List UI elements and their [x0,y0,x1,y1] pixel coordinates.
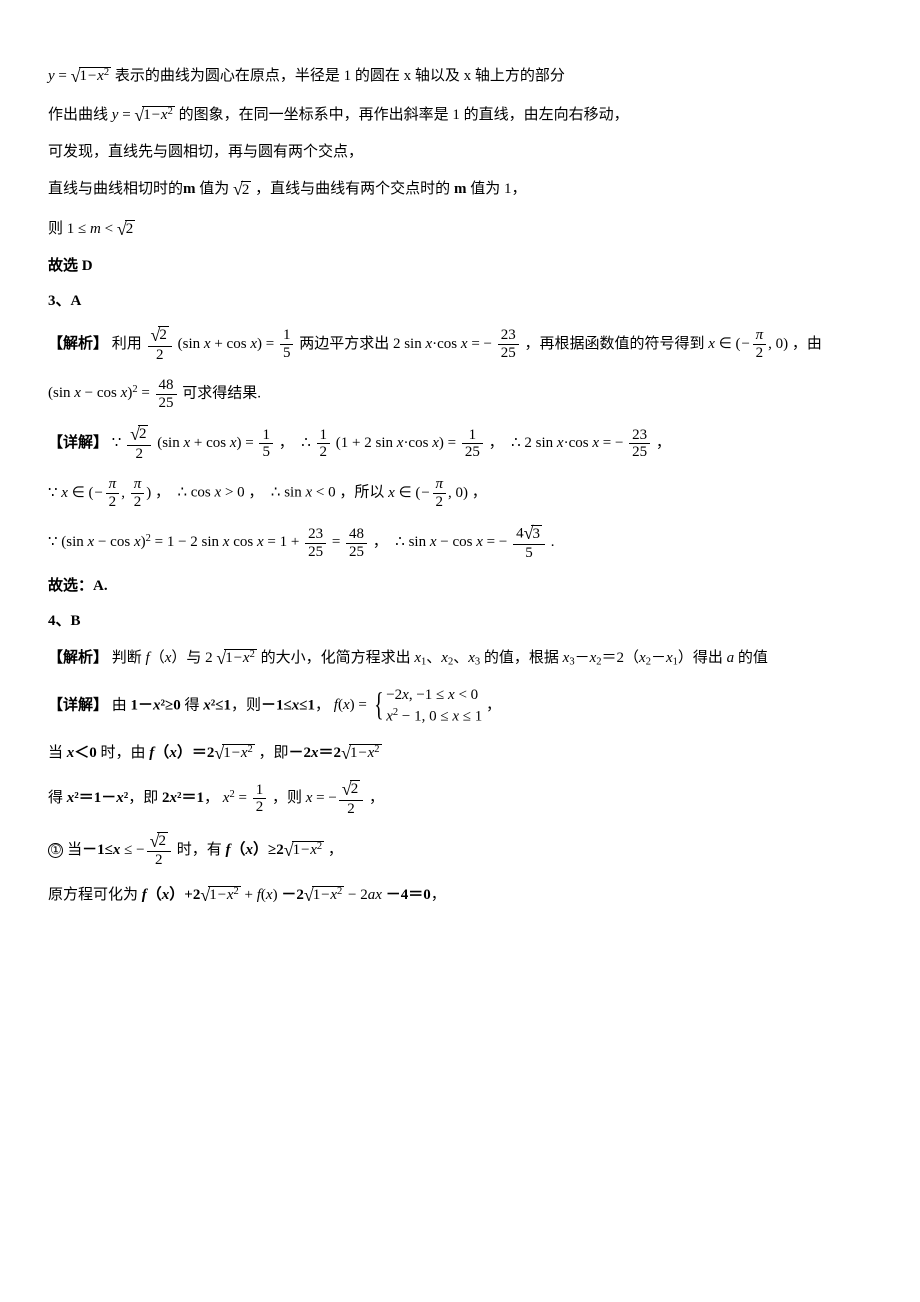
text: 故选 D [48,258,93,274]
text: ，直线与曲线有两个交点时的 [255,181,454,197]
math-q3-d3a: ∵ (sin x − cos x)2 = 1 − 2 sin x cos x =… [48,534,373,550]
text: 作出曲线 [48,107,112,123]
text: ，再根据函数值的符号得到 [525,336,709,352]
math-q3-d1b: ∴ 12 (1 + 2 sin x·cos x) = 125 [301,435,488,451]
math-q3-d1c: ∴ 2 sin x·cos x = − 2325 [511,435,656,451]
math-sqrt1mx2-d: √1−x2 [284,842,324,858]
math-q3-d3b: ∴ sin x − cos x = − 4√35 [395,534,550,550]
q4-detail-line2: 当 x＜0 时，由 f（x）＝2√1−x2 ，即－2x＝2√1−x2 [48,741,872,766]
text: 4、B [48,613,81,629]
math-piecewise: f(x) = { −2x, −1 ≤ x < 0 x2 − 1, 0 ≤ x ≤… [334,697,486,713]
math-sqrt1mx2-f: √1−x2 [304,887,344,903]
label-detail-q4: 【详解】 [48,697,108,713]
q3-detail-line1: 【详解】 ∵ √22 (sin x + cos x) = 15 ， ∴ 12 (… [48,425,872,462]
math-y-eq-sqrt: y = √1−x2 [48,68,111,84]
circled-1: ① [48,843,63,858]
math-q3-d2b: ∴ cos x > 0 [177,485,244,501]
text: 表示的曲线为圆心在原点，半径是 1 的圆在 x 轴以及 x 轴上方的部分 [115,68,565,84]
paragraph-2: 作出曲线 y = √1−x2 的图象，在同一坐标系中，再作出斜率是 1 的直线，… [48,103,872,128]
paragraph-guxuan-d: 故选 D [48,256,872,277]
paragraph-5: 则 1 ≤ m < √2 [48,217,872,242]
math-range-m: 1 ≤ m < √2 [67,221,135,237]
math-q3-d1a: ∵ √22 (sin x + cos x) = 15 [112,435,279,451]
q4-detail-line3: 得 x²＝1－x²，即 2x²＝1， x2 = 12 ，则 x = −√22 ， [48,780,872,817]
math-sqrt2: √2 [233,181,251,197]
q3-detail-line3: ∵ (sin x − cos x)2 = 1 − 2 sin x cos x =… [48,524,872,561]
text: 直线与曲线相切时的 [48,181,183,197]
math-sqrt1mx2-c: √1−x2 [341,745,381,761]
q3-guxuan: 故选：A. [48,576,872,597]
math-sqrt1mx2-a: √1−x2 [216,650,256,666]
label-jiexi: 【解析】 [48,336,108,352]
q3-number: 3、A [48,291,872,312]
math-q3-d2c: ∴ sin x < 0 [271,485,336,501]
q3-detail-line2: ∵ x ∈ (−π2, π2) ， ∴ cos x > 0 ， ∴ sin x … [48,476,872,510]
math-plus-fx: + f(x) [245,887,278,903]
math-sqrt1mx2-b: √1−x2 [214,745,254,761]
math-x-neg-sqrt2-2: x = −√22 [306,790,365,806]
q3-jiexi-line2: (sin x − cos x)2 = 4825 可求得结果. [48,377,872,411]
text: 两边平方求出 [299,336,393,352]
text: 故选：A. [48,578,108,594]
text: 可求得结果. [182,385,261,401]
q4-detail-line1: 【详解】 由 1－x²≥0 得 x²≤1，则－1≤x≤1， f(x) = { −… [48,685,872,727]
text: ，由 [792,336,822,352]
paragraph-4: 直线与曲线相切时的m 值为 √2 ，直线与曲线有两个交点时的 m 值为 1， [48,177,872,202]
text: 的图象，在同一坐标系中，再作出斜率是 1 的直线，由左向右移动， [179,107,629,123]
math-q3-j1: √22 (sin x + cos x) = 15 [146,336,300,352]
text: 值为 1， [466,181,526,197]
q4-jiexi: 【解析】 判断 f（x）与 2 √1−x2 的大小，化简方程求出 x1、x2、x… [48,646,872,671]
q4-jiexi-text: 判断 f（x）与 2 [112,650,217,666]
q4-number: 4、B [48,611,872,632]
math-le-neg-sqrt2-2: ≤ −√22 [124,842,173,858]
bold-m-1: m [183,181,196,197]
q4-detail-line5: 原方程可化为 f（x）+2√1−x2 + f(x) －2√1−x2 − 2ax … [48,883,872,908]
math-q3-j2: 2 sin x·cos x = − 2325 [393,336,525,352]
label-jiexi-q4: 【解析】 [48,650,108,666]
label-detail: 【详解】 [48,435,108,451]
paragraph-1: y = √1−x2 表示的曲线为圆心在原点，半径是 1 的圆在 x 轴以及 x … [48,64,872,89]
paragraph-3: 可发现，直线先与圆相切，再与圆有两个交点， [48,142,872,163]
math-minus-2ax: − 2ax [348,887,382,903]
text: 可发现，直线先与圆相切，再与圆有两个交点， [48,144,363,160]
text: 则 [48,221,63,237]
math-sqrt1mx2-e: √1−x2 [200,887,240,903]
math-q3-d2d: x ∈ (−π2, 0) [388,485,472,501]
q3-jiexi-line1: 【解析】 利用 √22 (sin x + cos x) = 15 两边平方求出 … [48,326,872,363]
math-q3-d2a: ∵ x ∈ (−π2, π2) [48,485,155,501]
math-q3-j3: x ∈ (−π2, 0) [708,336,792,352]
text: 值为 [196,181,230,197]
math-xsq-half: x2 = 12 [223,790,268,806]
math-q3-j4: (sin x − cos x)2 = 4825 [48,385,182,401]
bold-m-2: m [454,181,467,197]
math-y-eq-sqrt-2: y = √1−x2 [112,107,175,123]
text: 利用 [112,336,142,352]
q4-detail-line4: ① 当－1≤x ≤ −√22 时，有 f（x）≥2√1−x2 ， [48,832,872,869]
text: 3、A [48,293,81,309]
